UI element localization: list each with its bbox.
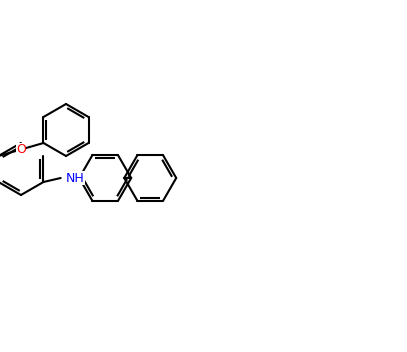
Text: O: O [16, 143, 26, 156]
Text: NH: NH [66, 171, 84, 184]
